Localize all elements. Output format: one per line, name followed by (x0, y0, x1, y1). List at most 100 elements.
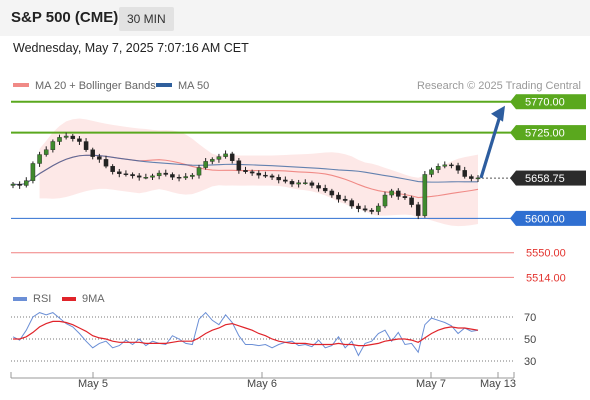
level-pointer (510, 125, 516, 141)
candle (243, 166, 248, 174)
rsi-legend-swatch (13, 297, 27, 301)
candle-body (249, 171, 255, 174)
candle (90, 147, 95, 160)
candle-body (223, 153, 228, 157)
rsi-tick-30: 30 (524, 356, 536, 368)
legend-ma50: MA 50 (156, 80, 209, 92)
rsi-legend-label: 9MA (82, 293, 105, 305)
candle (469, 174, 474, 182)
candle-body (449, 164, 454, 167)
candle (10, 182, 16, 189)
candle (429, 167, 434, 178)
candle (263, 171, 268, 178)
candle-body (269, 175, 275, 178)
candle (77, 136, 82, 145)
candle (249, 169, 255, 176)
level-label-5550.00: 5550.00 (526, 248, 566, 260)
candle-body (289, 181, 295, 185)
candle-body (37, 154, 42, 164)
candle-body (17, 183, 22, 186)
candle (63, 132, 69, 140)
candle (229, 151, 235, 164)
candle-body (117, 171, 122, 174)
level-box-5770.00 (516, 94, 586, 110)
candle (183, 173, 188, 180)
candle (316, 182, 321, 192)
candle (17, 181, 22, 189)
candle (322, 184, 328, 193)
candle-body (43, 149, 49, 155)
candle-body (276, 177, 281, 181)
candle-body (462, 170, 467, 177)
candle (123, 170, 129, 177)
legend-swatch (13, 83, 29, 88)
candle (24, 177, 29, 188)
rsi-legend-swatch (62, 297, 76, 301)
candle (210, 157, 215, 165)
candle-body (57, 137, 62, 142)
candle (117, 168, 122, 178)
candle-body (342, 198, 348, 201)
candle-body (469, 176, 474, 179)
candle-body (356, 205, 361, 209)
level-label-5770.00: 5770.00 (525, 97, 565, 109)
candle (435, 163, 441, 174)
candle-body (329, 190, 335, 196)
candle-body (316, 185, 321, 189)
level-pointer (510, 94, 516, 110)
candle-body (409, 197, 414, 205)
timeframe-badge[interactable]: 30 MIN (119, 7, 174, 31)
candle (30, 161, 36, 184)
candle-body (236, 160, 242, 171)
candle-body (376, 205, 381, 212)
candle-body (196, 167, 202, 176)
candle (276, 174, 281, 184)
candle-body (243, 170, 248, 172)
candle (449, 162, 454, 169)
candle (283, 176, 288, 184)
candle (110, 164, 115, 175)
rsi-tick-50: 50 (524, 334, 536, 346)
candle (422, 171, 428, 218)
header-bar: S&P 500 (CME) 30 MIN (0, 0, 590, 36)
level-box-5658.75 (516, 170, 586, 186)
axis-label-May-7: May 7 (416, 378, 446, 390)
candle (402, 192, 408, 200)
credit-text: Research © 2025 Trading Central (416, 80, 581, 92)
candle (136, 173, 142, 181)
candle-body (402, 196, 408, 198)
candle (176, 174, 182, 182)
candle-body (123, 173, 129, 175)
candle (382, 191, 388, 209)
candle (342, 195, 348, 203)
level-box-5725.00 (516, 125, 586, 141)
candle (389, 188, 394, 198)
candle (462, 166, 467, 179)
candle (143, 173, 149, 180)
candle-body (97, 156, 102, 160)
candle (336, 192, 341, 203)
candle (396, 188, 401, 200)
candle-body (296, 182, 301, 185)
candle (415, 201, 421, 220)
candle (309, 180, 315, 189)
candle (409, 195, 414, 208)
axis-label-May-5: May 5 (78, 378, 108, 390)
candle (43, 146, 49, 157)
candle (303, 179, 308, 185)
candle-body (229, 153, 235, 161)
candle-body (103, 159, 109, 167)
candle-body (203, 161, 208, 168)
candle-body (256, 172, 262, 176)
candle-body (77, 138, 82, 142)
candle-body (163, 172, 169, 175)
candle (103, 155, 109, 169)
rsi-legend-label: RSI (33, 293, 51, 305)
candle-body (263, 174, 268, 177)
candle-body (156, 172, 162, 177)
forecast-arrowhead (491, 105, 505, 122)
candle-body (216, 156, 222, 160)
timestamp: Wednesday, May 7, 2025 7:07:16 AM CET (13, 41, 249, 55)
candle (130, 172, 135, 179)
